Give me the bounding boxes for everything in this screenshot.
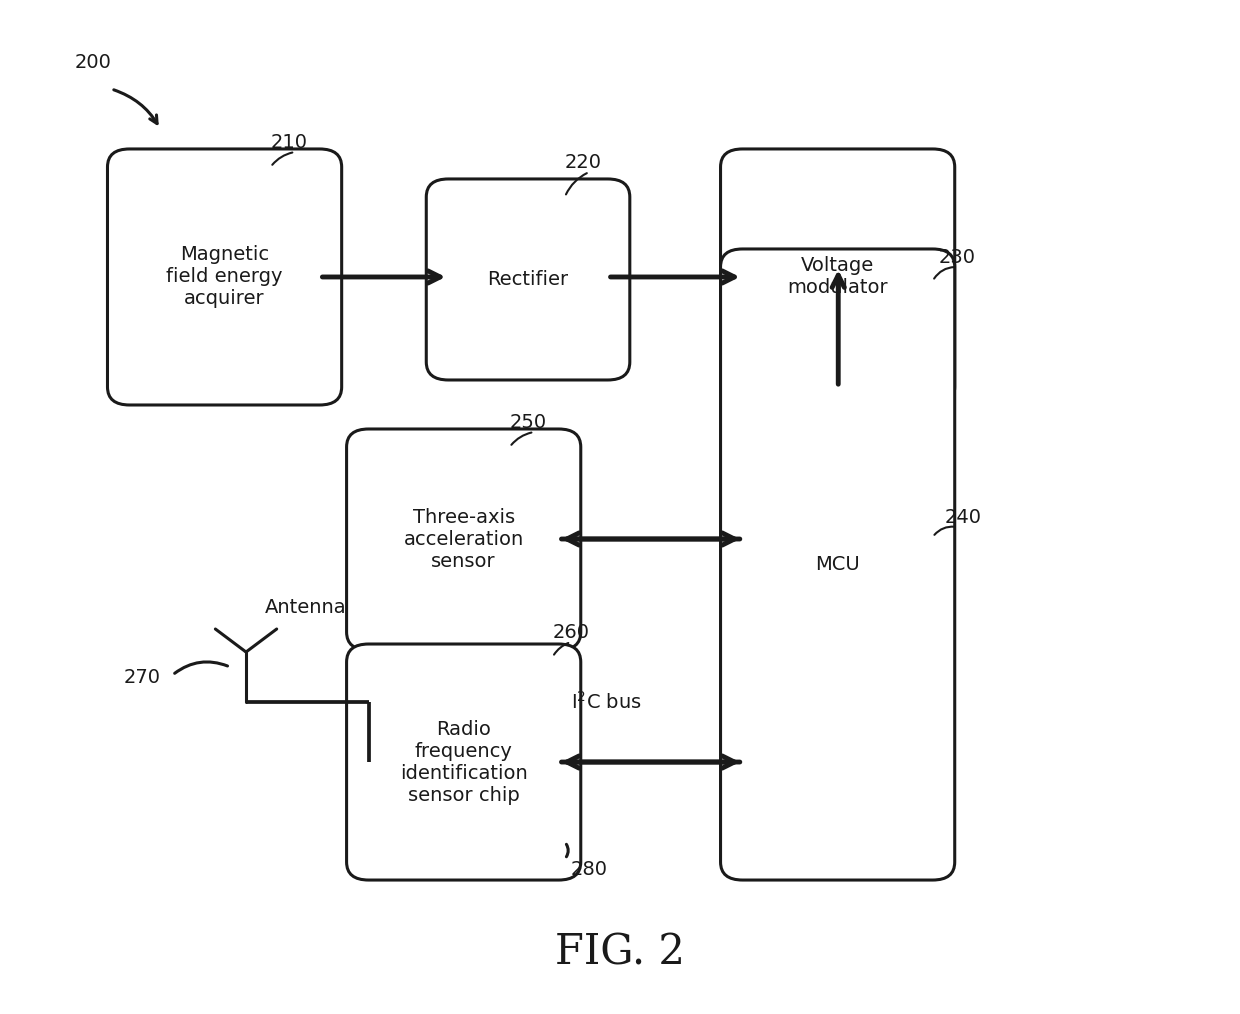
FancyBboxPatch shape: [720, 249, 955, 880]
FancyBboxPatch shape: [720, 149, 955, 405]
Text: Magnetic
field energy
acquirer: Magnetic field energy acquirer: [166, 245, 283, 308]
FancyBboxPatch shape: [346, 644, 580, 880]
Text: MCU: MCU: [815, 555, 861, 574]
FancyBboxPatch shape: [346, 429, 580, 650]
Text: Antenna: Antenna: [264, 598, 346, 617]
Text: 230: 230: [939, 248, 976, 267]
Text: Rectifier: Rectifier: [487, 270, 569, 289]
FancyBboxPatch shape: [108, 149, 342, 405]
Text: 250: 250: [510, 413, 547, 432]
FancyBboxPatch shape: [427, 178, 630, 380]
Text: 260: 260: [553, 623, 589, 642]
Text: 200: 200: [74, 53, 112, 72]
Text: 240: 240: [945, 508, 982, 527]
Text: 220: 220: [565, 153, 601, 172]
Text: 280: 280: [570, 860, 608, 878]
Text: FIG. 2: FIG. 2: [556, 931, 684, 973]
Text: Three-axis
acceleration
sensor: Three-axis acceleration sensor: [403, 508, 523, 571]
Text: Voltage
modulator: Voltage modulator: [787, 257, 888, 297]
Text: 210: 210: [270, 133, 308, 152]
Text: I$^2$C bus: I$^2$C bus: [570, 692, 642, 713]
Text: Radio
frequency
identification
sensor chip: Radio frequency identification sensor ch…: [399, 720, 527, 804]
Text: 270: 270: [124, 667, 160, 686]
